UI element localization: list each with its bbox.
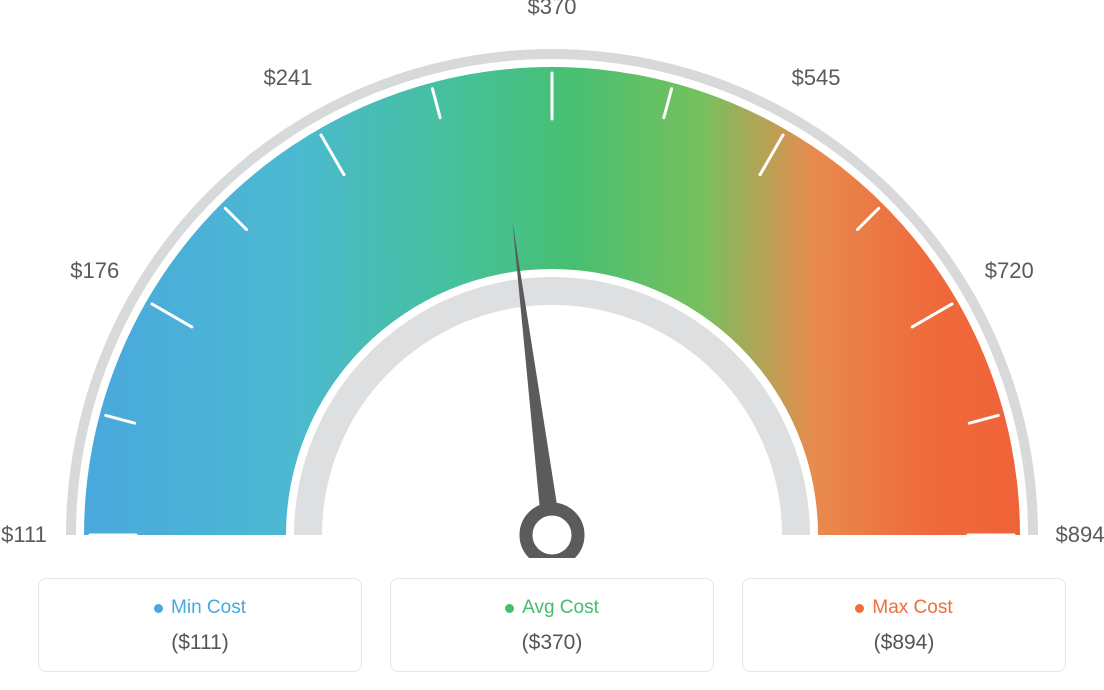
legend-value-min: ($111) — [49, 631, 351, 655]
gauge-tick-label: $545 — [792, 65, 841, 91]
legend-card-avg: Avg Cost ($370) — [390, 578, 714, 672]
legend-label: Avg Cost — [522, 597, 599, 619]
legend-card-min: Min Cost ($111) — [38, 578, 362, 672]
cost-gauge: $111 $176 $241 $370 $545 $720 $894 — [0, 0, 1104, 558]
gauge-tick-label: $176 — [70, 258, 119, 284]
dot-icon — [505, 604, 514, 613]
legend-title-max: Max Cost — [855, 597, 952, 619]
legend-card-max: Max Cost ($894) — [742, 578, 1066, 672]
legend-title-avg: Avg Cost — [505, 597, 599, 619]
legend-title-min: Min Cost — [154, 597, 246, 619]
gauge-svg — [0, 0, 1104, 558]
dot-icon — [855, 604, 864, 613]
gauge-tick-label: $894 — [1056, 522, 1104, 548]
gauge-tick-label: $720 — [985, 258, 1034, 284]
gauge-tick-label: $241 — [263, 65, 312, 91]
legend-value-avg: ($370) — [401, 631, 703, 655]
gauge-tick-label: $111 — [1, 522, 47, 548]
legend-value-max: ($894) — [753, 631, 1055, 655]
gauge-tick-label: $370 — [528, 0, 577, 20]
legend-row: Min Cost ($111) Avg Cost ($370) Max Cost… — [0, 578, 1104, 672]
dot-icon — [154, 604, 163, 613]
legend-label: Min Cost — [171, 597, 246, 619]
legend-label: Max Cost — [872, 597, 952, 619]
